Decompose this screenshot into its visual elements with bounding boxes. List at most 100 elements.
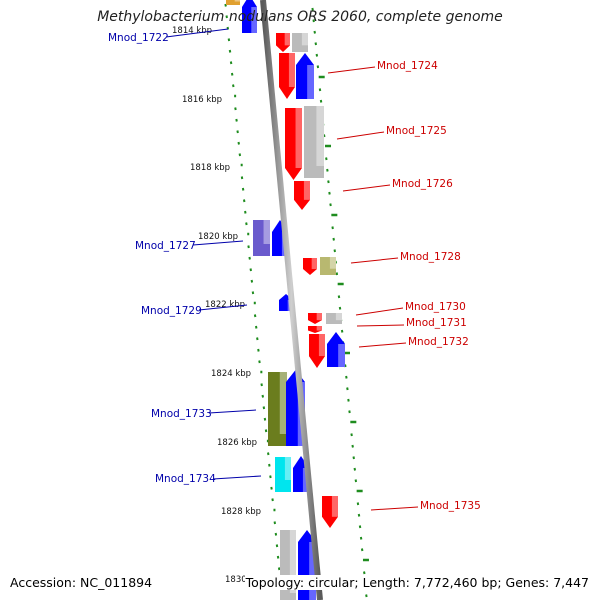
scale-tick (277, 567, 281, 571)
scale-tick (335, 272, 339, 276)
gene-label: Mnod_1724 (377, 60, 438, 72)
gene-label: Mnod_1735 (420, 500, 481, 512)
gene-mnod-1722 (242, 0, 257, 33)
scale-tick (326, 168, 329, 172)
scale-tick (313, 30, 316, 34)
gene-label-leader (355, 307, 404, 316)
scale-tick (353, 467, 357, 471)
scale-tick (250, 279, 254, 283)
scale-tick (232, 84, 235, 88)
scale-tick (340, 329, 344, 333)
scale-tick (241, 187, 245, 191)
scale-tick (312, 19, 315, 23)
scale-tick (348, 410, 351, 414)
scale-tick (360, 548, 364, 552)
scale-tick (229, 61, 233, 65)
scale-tick (236, 130, 239, 134)
gene-label: Mnod_1725 (386, 125, 447, 137)
gene-label-leader (198, 304, 248, 311)
scale-tick (365, 594, 368, 598)
accession-text: Accession: NC_011894 (9, 575, 154, 590)
scale-tick (356, 502, 360, 506)
gene-mnod-1733a (268, 372, 287, 446)
scale-tick (354, 479, 358, 483)
gene-label: Mnod_1726 (392, 178, 453, 190)
scale-tick (257, 348, 260, 352)
scale-tick (258, 360, 261, 364)
gene-label-leader (336, 131, 385, 140)
gene-label-leader (192, 240, 244, 246)
gene-mnod-1731 (308, 326, 322, 333)
scale-tick (267, 452, 270, 456)
scale-tick (331, 226, 334, 230)
scale-tick (332, 237, 335, 241)
scale-tick (351, 444, 354, 448)
scale-tick (270, 486, 273, 490)
gene-label-leader (356, 324, 405, 327)
gene-mnod-1725 (285, 108, 302, 180)
scale-tick (244, 210, 247, 214)
scale-tick (245, 222, 248, 226)
gene-mnod-1735 (322, 496, 338, 528)
scale-tick (363, 571, 366, 575)
scale-tick (357, 513, 361, 517)
scale-tick (352, 456, 355, 460)
gene-label: Mnod_1733 (151, 408, 212, 420)
scale-tick (275, 544, 279, 548)
gene-mnod-1730 (308, 313, 322, 324)
gene-mnod-1724 (279, 53, 295, 99)
scale-tick (263, 417, 267, 421)
scale-label: 1818 kbp (190, 163, 230, 173)
scale-tick (264, 429, 268, 433)
genome-title: Methylobacterium nodulans ORS 2060, comp… (97, 9, 503, 25)
gene-mnod-1728a (303, 258, 317, 275)
gene-labels: Mnod_1722 Mnod_1724 Mnod_1725 Mnod_1726 Mnod… (108, 28, 481, 512)
scale-tick (315, 53, 319, 57)
scale-tick (253, 314, 257, 318)
scale-tick (247, 245, 250, 249)
scale-tick (227, 38, 231, 42)
scale-tick (256, 337, 259, 341)
scale-label: 1826 kbp (217, 438, 257, 448)
scale-label: 1828 kbp (221, 507, 261, 517)
scale-tick (319, 99, 323, 103)
scale-tick (225, 15, 228, 19)
scale-tick (318, 88, 322, 92)
scale-tick (260, 383, 263, 387)
gene-label-leader (212, 475, 262, 480)
scale-tick (235, 118, 238, 122)
gene-label-leader (342, 184, 391, 192)
scale-tick (337, 295, 341, 299)
gene-label: Mnod_1732 (408, 336, 469, 348)
scale-tick (347, 398, 350, 402)
scale-tick (345, 375, 348, 379)
scale-tick (333, 249, 336, 253)
scale-tick (228, 49, 232, 53)
scale-tick (262, 406, 266, 410)
scale-tick (311, 7, 314, 11)
gene-mnod-1732 (309, 334, 325, 368)
gene-label: Mnod_1728 (400, 251, 461, 263)
gene-gray-3 (326, 313, 342, 324)
gene-label: Mnod_1729 (141, 305, 202, 317)
scale-tick (254, 325, 258, 329)
gene-gray-1 (292, 33, 308, 52)
scale-label: 1820 kbp (198, 232, 238, 242)
gene-label: Mnod_1734 (155, 473, 216, 485)
scale-tick (346, 387, 349, 391)
scale-label: 1816 kbp (182, 95, 222, 105)
scale-tick (338, 306, 342, 310)
scale-tick (237, 141, 240, 145)
scale-tick (224, 3, 227, 7)
scale-tick (325, 157, 328, 161)
gene-label-leader (208, 409, 257, 414)
scale-label: 1814 kbp (172, 26, 212, 36)
forward-gene-features (276, 33, 345, 528)
scale-tick (238, 153, 242, 157)
scale-tick (314, 42, 318, 46)
gene-label-leader (327, 66, 376, 74)
scale-tick (230, 72, 234, 76)
scale-tick (242, 199, 246, 203)
scale-tick (316, 65, 320, 69)
gene-mnod-1728 (320, 257, 336, 275)
